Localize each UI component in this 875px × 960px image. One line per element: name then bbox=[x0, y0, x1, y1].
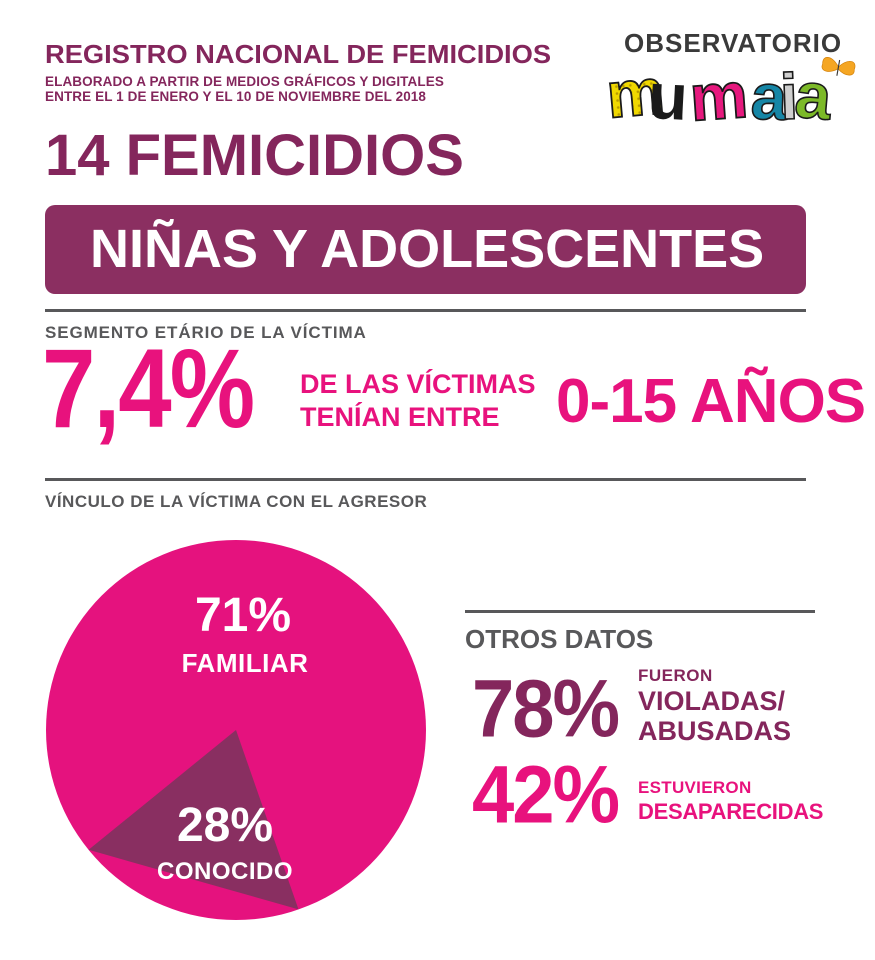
svg-text:u: u bbox=[646, 59, 689, 134]
svg-text:m: m bbox=[687, 58, 750, 135]
